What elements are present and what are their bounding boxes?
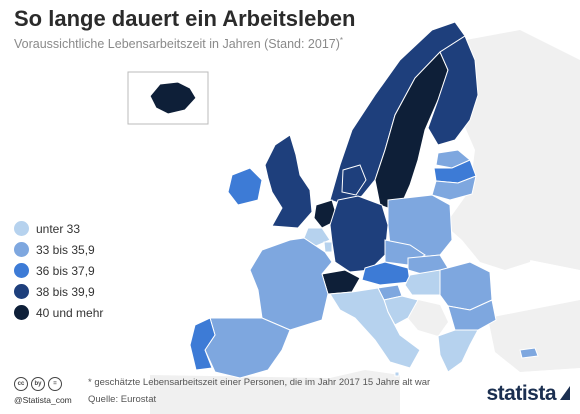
country-luxembourg[interactable] — [323, 241, 333, 253]
country-malta[interactable] — [394, 371, 400, 377]
country-switzerland[interactable] — [321, 269, 361, 295]
country-romania[interactable] — [439, 261, 493, 311]
country-italy[interactable] — [329, 287, 421, 369]
country-spain[interactable] — [204, 317, 291, 379]
creative-commons-icon[interactable]: cc — [14, 377, 28, 391]
legend-item: 33 bis 35,9 — [14, 239, 103, 260]
chart-title: So lange dauert ein Arbeitsleben — [14, 6, 356, 31]
source-line: Quelle: Eurostat — [88, 394, 157, 405]
country-iceland[interactable] — [149, 81, 197, 115]
country-cyprus[interactable] — [519, 347, 539, 359]
map-legend: unter 33 33 bis 35,9 36 bis 37,9 38 bis … — [14, 218, 103, 323]
license-icons: cc by = — [14, 377, 62, 391]
country-germany[interactable] — [329, 195, 389, 273]
statista-logo-icon — [560, 386, 570, 400]
legend-item: 40 und mehr — [14, 302, 103, 323]
legend-label: 36 bis 37,9 — [36, 263, 95, 278]
country-portugal[interactable] — [189, 317, 216, 371]
country-france[interactable] — [249, 237, 333, 331]
legend-label: 33 bis 35,9 — [36, 242, 95, 257]
footnote: * geschätzte Lebensarbeitszeit einer Per… — [88, 377, 431, 388]
legend-label: unter 33 — [36, 221, 81, 236]
legend-swatch — [14, 221, 29, 236]
attribution-icon[interactable]: by — [31, 377, 45, 391]
legend-swatch — [14, 305, 29, 320]
no-derivatives-icon[interactable]: = — [48, 377, 62, 391]
country-united-kingdom[interactable] — [264, 134, 313, 229]
legend-item: 38 bis 39,9 — [14, 281, 103, 302]
legend-item: 36 bis 37,9 — [14, 260, 103, 281]
subtitle-footnote-marker: * — [339, 36, 344, 45]
country-ireland[interactable] — [227, 167, 263, 206]
country-shapes — [149, 21, 539, 379]
legend-swatch — [14, 284, 29, 299]
social-handle[interactable]: @Statista_com — [14, 395, 72, 405]
legend-label: 40 und mehr — [36, 305, 104, 320]
legend-label: 38 bis 39,9 — [36, 284, 95, 299]
legend-swatch — [14, 242, 29, 257]
statista-logo[interactable]: statista — [486, 382, 556, 405]
chart-subtitle: Voraussichtliche Lebensarbeitszeit in Ja… — [14, 36, 344, 52]
country-greece[interactable] — [437, 329, 479, 373]
legend-item: unter 33 — [14, 218, 103, 239]
legend-swatch — [14, 263, 29, 278]
country-denmark[interactable] — [341, 164, 367, 196]
country-finland[interactable] — [427, 35, 479, 146]
non-eu-background — [150, 30, 580, 414]
